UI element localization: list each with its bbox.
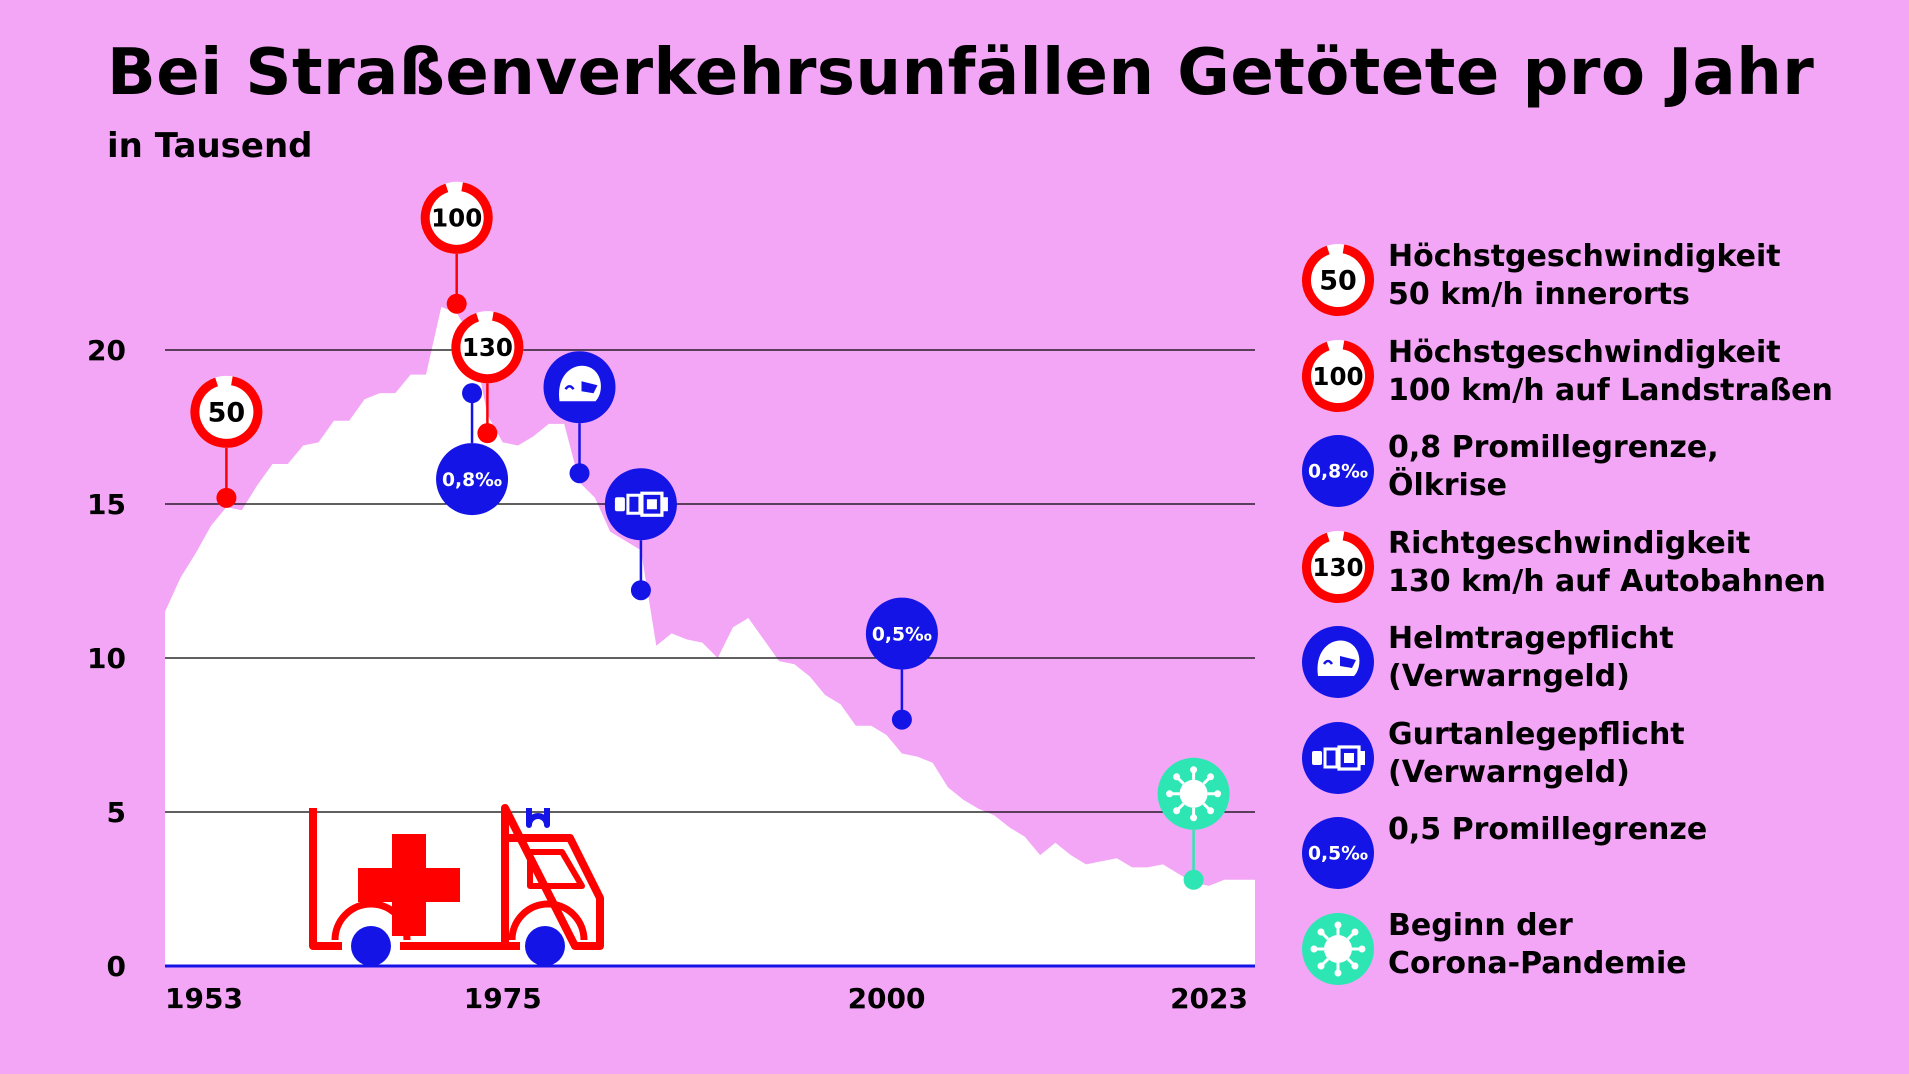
promille-icon: 0,8‰ bbox=[1302, 435, 1374, 507]
promille-icon: 0,5‰ bbox=[865, 597, 938, 670]
badge-label: 0,8‰ bbox=[442, 470, 502, 491]
legend-symbol: 50 bbox=[1302, 244, 1374, 316]
speed-limit-icon: 100 bbox=[1302, 339, 1374, 412]
annotation-belt bbox=[604, 468, 677, 601]
legend-symbol bbox=[1302, 626, 1374, 698]
legend-item: Helmtragepflicht (Verwarngeld) bbox=[1300, 620, 1890, 716]
annotation-point bbox=[216, 487, 237, 508]
legend-symbol: 0,8‰ bbox=[1302, 435, 1374, 507]
legend-item: 100 Höchstgeschwindigkeit 100 km/h auf Lan… bbox=[1300, 334, 1890, 430]
legend-symbol bbox=[1302, 721, 1374, 794]
x-tick-label: 2023 bbox=[1170, 982, 1248, 1015]
speed-limit-icon: 50 bbox=[190, 375, 263, 448]
y-tick-label: 5 bbox=[107, 796, 126, 829]
annotation-corona bbox=[1157, 757, 1230, 890]
speed-limit-icon: 50 bbox=[1302, 244, 1374, 316]
annotation-point bbox=[446, 293, 467, 314]
legend-label-line: 0,5 Promillegrenze bbox=[1388, 812, 1708, 847]
annotation-point bbox=[1183, 869, 1204, 890]
legend-label: Helmtragepflicht (Verwarngeld) bbox=[1388, 620, 1674, 696]
x-tick-label: 1953 bbox=[165, 982, 243, 1015]
legend-label-line: Corona-Pandemie bbox=[1388, 945, 1687, 981]
badge-label: 0,8‰ bbox=[1308, 462, 1368, 483]
chart-subtitle: in Tausend bbox=[107, 126, 313, 166]
legend-label-line: 0,8 Promillegrenze, bbox=[1388, 430, 1719, 465]
y-tick-label: 10 bbox=[87, 642, 126, 675]
x-tick-label: 2000 bbox=[848, 982, 926, 1015]
legend-label-line: Richtgeschwindigkeit bbox=[1388, 525, 1751, 561]
helmet-icon bbox=[543, 351, 616, 424]
legend-item: 0,8‰ 0,8 Promillegrenze, Ölkrise bbox=[1300, 429, 1890, 525]
annotation-limit100: 100 bbox=[420, 181, 493, 314]
ambulance-icon bbox=[309, 804, 604, 966]
legend: 50 Höchstgeschwindigkeit 50 km/h innerorts… bbox=[1300, 238, 1890, 1002]
sign-label: 130 bbox=[1312, 552, 1363, 581]
legend-label: Höchstgeschwindigkeit 50 km/h innerorts bbox=[1388, 238, 1781, 314]
promille-icon: 0,8‰ bbox=[436, 443, 509, 516]
legend-label-line: 100 km/h auf Landstraßen bbox=[1388, 372, 1833, 408]
virus-icon bbox=[1302, 912, 1374, 985]
legend-label-line: Höchstgeschwindigkeit bbox=[1388, 334, 1781, 370]
y-tick-label: 20 bbox=[87, 334, 126, 367]
chart-title: Bei Straßenverkehrsunfällen Getötete pro… bbox=[107, 36, 1815, 110]
legend-label-line: Helmtragepflicht bbox=[1388, 621, 1674, 656]
legend-symbol: 0,5‰ bbox=[1302, 817, 1374, 889]
legend-label: Richtgeschwindigkeit 130 km/h auf Autobah… bbox=[1388, 525, 1826, 601]
annotation-point bbox=[569, 463, 590, 484]
legend-symbol: 130 bbox=[1302, 530, 1374, 603]
legend-item: 0,5‰ 0,5 Promillegrenze bbox=[1300, 811, 1890, 907]
ambulance-wheel bbox=[351, 926, 391, 966]
sign-label: 130 bbox=[462, 333, 513, 362]
legend-label-line: Höchstgeschwindigkeit bbox=[1388, 239, 1781, 274]
speed-limit-icon: 100 bbox=[420, 181, 493, 254]
ambulance-wheel bbox=[525, 926, 565, 966]
badge-label: 0,5‰ bbox=[1308, 844, 1368, 865]
legend-label: Gurtanlegepflicht (Verwarngeld) bbox=[1388, 716, 1685, 792]
annotation-limit130: 130 bbox=[451, 311, 524, 444]
seatbelt-icon bbox=[1302, 721, 1374, 794]
sign-label: 50 bbox=[208, 398, 246, 429]
legend-label-line: 130 km/h auf Autobahnen bbox=[1388, 563, 1826, 599]
speed-limit-icon: 130 bbox=[451, 311, 524, 384]
annotation-point bbox=[462, 383, 483, 404]
helmet-icon bbox=[1302, 626, 1374, 698]
x-tick-label: 1975 bbox=[464, 982, 542, 1015]
legend-label-line: Ölkrise bbox=[1388, 468, 1508, 503]
legend-item: Gurtanlegepflicht (Verwarngeld) bbox=[1300, 716, 1890, 812]
sign-label: 50 bbox=[1319, 266, 1357, 297]
seatbelt-icon bbox=[604, 468, 677, 541]
virus-icon bbox=[1157, 757, 1230, 830]
badge-label: 0,5‰ bbox=[872, 624, 932, 645]
annotation-helmet bbox=[543, 351, 616, 484]
legend-item: 50 Höchstgeschwindigkeit 50 km/h innerorts bbox=[1300, 238, 1890, 334]
legend-label-line: Gurtanlegepflicht bbox=[1388, 716, 1685, 752]
area-series bbox=[165, 306, 1255, 966]
legend-label-line: (Verwarngeld) bbox=[1388, 659, 1630, 694]
speed-limit-icon: 130 bbox=[1302, 530, 1374, 603]
promille-icon: 0,5‰ bbox=[1302, 817, 1374, 889]
legend-label: 0,8 Promillegrenze, Ölkrise bbox=[1388, 429, 1719, 505]
legend-label-line: Beginn der bbox=[1388, 907, 1573, 943]
legend-item: Beginn der Corona-Pandemie bbox=[1300, 907, 1890, 1003]
legend-item: 130 Richtgeschwindigkeit 130 km/h auf Auto… bbox=[1300, 525, 1890, 621]
y-tick-label: 0 bbox=[107, 950, 126, 983]
annotation-promille08: 0,8‰ bbox=[436, 383, 509, 516]
legend-label: Beginn der Corona-Pandemie bbox=[1388, 907, 1687, 983]
y-tick-label: 15 bbox=[87, 488, 126, 521]
legend-label-line: 50 km/h innerorts bbox=[1388, 277, 1690, 312]
annotation-point bbox=[477, 423, 498, 444]
legend-label: Höchstgeschwindigkeit 100 km/h auf Landst… bbox=[1388, 334, 1833, 410]
legend-label-line: (Verwarngeld) bbox=[1388, 754, 1630, 790]
legend-symbol: 100 bbox=[1302, 339, 1374, 412]
annotation-point bbox=[630, 580, 651, 601]
annotation-limit50: 50 bbox=[190, 375, 263, 508]
legend-label: 0,5 Promillegrenze bbox=[1388, 811, 1707, 849]
sign-label: 100 bbox=[1312, 361, 1363, 390]
sign-label: 100 bbox=[431, 204, 482, 233]
annotation-point bbox=[891, 709, 912, 730]
annotation-promille05: 0,5‰ bbox=[865, 597, 938, 730]
legend-symbol bbox=[1302, 912, 1374, 985]
